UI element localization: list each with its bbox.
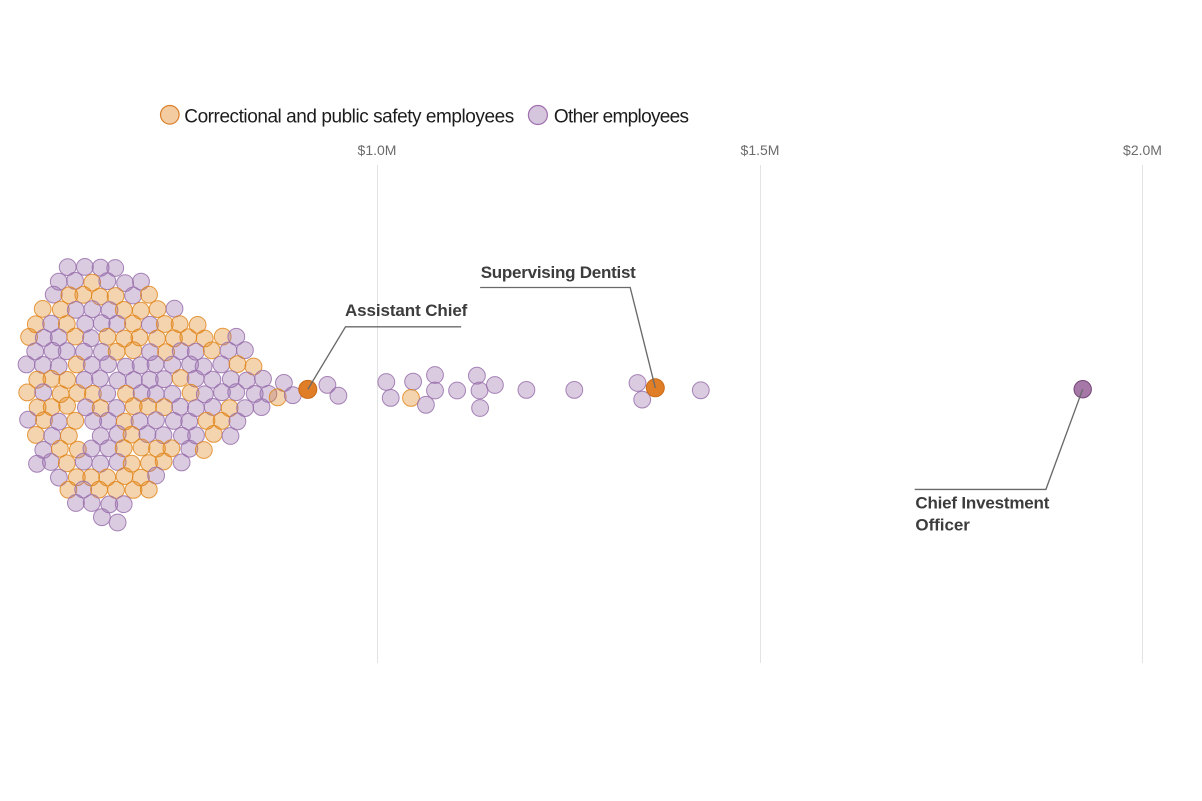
svg-text:$1.5M: $1.5M (741, 142, 780, 158)
svg-text:Chief Investment: Chief Investment (915, 494, 1049, 513)
svg-text:Supervising Dentist: Supervising Dentist (481, 263, 636, 282)
svg-text:Other employees: Other employees (554, 107, 689, 128)
svg-text:Officer: Officer (915, 516, 970, 535)
svg-text:Assistant Chief: Assistant Chief (345, 301, 468, 320)
svg-text:Correctional and public safety: Correctional and public safety employees (184, 107, 513, 128)
svg-text:$2.0M: $2.0M (1123, 142, 1162, 158)
svg-text:$1.0M: $1.0M (358, 142, 397, 158)
